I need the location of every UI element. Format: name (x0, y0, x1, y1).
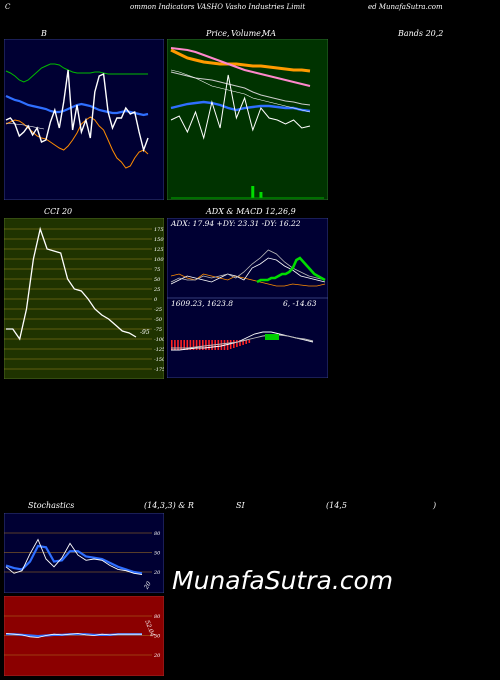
price-line (170, 74, 311, 140)
price-label-1: Price, (206, 29, 230, 38)
price-label-3: MA (262, 29, 276, 38)
rsi-panel: 80 50 20 (4, 596, 164, 676)
rsi-line (5, 633, 142, 638)
stoch-tick-label: 80 (154, 531, 161, 537)
macd-hist-bar (180, 340, 182, 350)
watermark: MunafaSutra.com (172, 566, 394, 595)
stoch-d-line (5, 544, 143, 575)
macd-hist-bar (177, 340, 179, 350)
minus-di-line (170, 257, 326, 285)
cci-last-value: -95 (140, 329, 150, 336)
bands-label: Bands 20,2 (398, 29, 444, 38)
cci-tick-label: -150 (154, 357, 164, 363)
cci-tick-label: -75 (154, 327, 162, 333)
cci-tick-label: 125 (154, 247, 164, 253)
stoch-tick-label: 50 (154, 551, 161, 557)
cci-panel: 175 150 125 100 75 50 25 0 -25 -50 -75 -100 -125 -150… (4, 218, 164, 379)
adx-macd-label: ADX & MACD 12,26,9 (206, 207, 296, 216)
stoch-tick-label: 20 (153, 570, 161, 576)
macd-hist-bar (174, 340, 176, 350)
rsi-tick-label: 80 (154, 614, 161, 620)
macd-hist-bar (239, 340, 241, 346)
signal-line (171, 334, 314, 349)
stoch-k-line (5, 538, 143, 576)
rsi-label-b: (14,5 (326, 501, 347, 510)
macd-hist-bar (183, 340, 185, 350)
adx-green-line (256, 256, 326, 284)
macd-hist-bar (198, 340, 201, 350)
cci-tick-label: -50 (154, 317, 163, 323)
volume-bar (251, 186, 255, 198)
ma-orange-line (170, 48, 311, 73)
cci-tick-label: 100 (154, 257, 164, 263)
macd-hist-bar (186, 340, 189, 350)
macd-hist-bar (195, 340, 198, 350)
macd-hist-bar (229, 340, 232, 349)
macd-values-b: 6, -14.63 (283, 299, 317, 308)
cci-tick-label: 50 (154, 277, 161, 283)
cci-tick-label: -25 (154, 307, 162, 313)
upper-band-line (5, 63, 148, 83)
macd-hist-bar (202, 340, 204, 350)
macd-hist-bar (171, 340, 173, 350)
price-ma-panel (167, 39, 328, 200)
macd-hist-bar (248, 340, 251, 343)
macd-values-a: 1609.23, 1623.8 (171, 299, 234, 308)
price-label-2: Volume, (231, 29, 264, 38)
band-overlay-line (5, 122, 45, 130)
macd-hist-bar (233, 340, 235, 348)
stoch-label-a: Stochastics (28, 501, 75, 510)
macd-hist-bar (205, 340, 207, 350)
macd-green-marker (265, 334, 279, 340)
adx-panel (167, 218, 328, 298)
cci-tick-label: 150 (154, 237, 164, 243)
cci-tick-label: 75 (154, 267, 160, 273)
volume-bar (259, 192, 263, 198)
macd-hist-bar (220, 340, 223, 350)
cci-tick-label: 175 (154, 227, 164, 233)
macd-hist-bar (192, 340, 195, 350)
stoch-label-b: (14,3,3) & R (144, 501, 194, 510)
macd-hist-bar (242, 340, 244, 345)
macd-hist-bar (226, 340, 229, 350)
rsi-label-c: ) (433, 501, 437, 510)
macd-hist-bar (245, 340, 247, 344)
rsi-label-a: SI (236, 501, 245, 510)
cci-line (6, 226, 137, 341)
header-c: C (5, 3, 11, 11)
macd-hist-bar (236, 340, 238, 347)
macd-hist-bar (189, 340, 192, 350)
cci-tick-label: -125 (154, 347, 164, 353)
header-site: ed MunafaSutra.com (368, 3, 443, 11)
bollinger-panel (4, 39, 164, 200)
plus-di-line (170, 249, 326, 283)
cci-label: CCI 20 (44, 207, 73, 216)
cci-tick-label: -175 (154, 367, 164, 373)
cci-tick-label: 0 (154, 297, 158, 303)
stochastics-panel: 80 50 20 (4, 513, 164, 593)
adx-values: ADX: 17.94 +DY: 23.31 -DY: 16.22 (171, 219, 301, 228)
header-title: ommon Indicators VASHO Vasho Industries … (130, 3, 306, 11)
cci-tick-label: 25 (153, 287, 160, 293)
bands-label-b: B (41, 29, 47, 38)
rsi-tick-label: 50 (154, 634, 161, 640)
rsi-tick-label: 20 (153, 653, 161, 659)
ma-pink-line (170, 47, 311, 87)
macd-hist-bar (217, 340, 220, 350)
cci-tick-label: -100 (154, 337, 164, 343)
macd-panel (167, 298, 328, 378)
ma-white-line (170, 69, 311, 113)
price-line (5, 69, 149, 153)
